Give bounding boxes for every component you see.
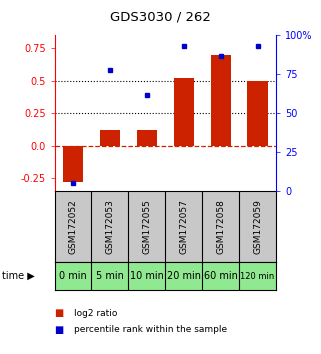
Text: GSM172053: GSM172053 [105,199,115,254]
Text: log2 ratio: log2 ratio [74,309,117,318]
Text: percentile rank within the sample: percentile rank within the sample [74,325,227,335]
Text: GSM172058: GSM172058 [216,199,225,254]
Text: ■: ■ [55,325,64,335]
Bar [211,55,231,146]
Text: GSM172057: GSM172057 [179,199,188,254]
Bar [63,146,83,182]
Text: GDS3030 / 262: GDS3030 / 262 [110,10,211,23]
Bar [247,81,268,146]
Text: 120 min: 120 min [240,272,275,281]
Bar [137,130,157,146]
Bar [174,78,194,146]
Text: 0 min: 0 min [59,271,87,281]
Text: GSM172052: GSM172052 [68,199,78,254]
Text: 20 min: 20 min [167,271,201,281]
Bar [100,130,120,146]
Text: ■: ■ [55,308,64,318]
Text: 10 min: 10 min [130,271,164,281]
Text: 60 min: 60 min [204,271,238,281]
Text: time ▶: time ▶ [2,271,34,281]
Text: GSM172055: GSM172055 [142,199,152,254]
Text: GSM172059: GSM172059 [253,199,262,254]
Text: 5 min: 5 min [96,271,124,281]
